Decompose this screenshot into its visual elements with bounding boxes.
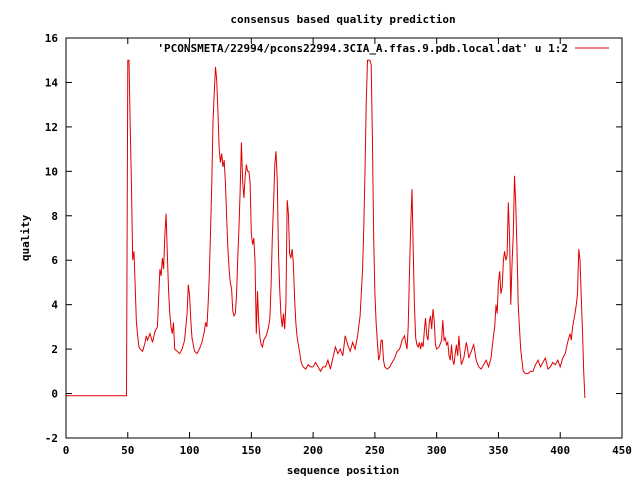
x-tick-label-6: 300 [427,444,447,457]
plot-frame [65,37,623,439]
series-layer [66,59,586,399]
x-tick-label-5: 250 [365,444,385,457]
x-tick-label-2: 100 [180,444,200,457]
x-axis-label: sequence position [287,464,400,477]
y-tick-label-4: 6 [51,254,58,267]
x-tick-label-4: 200 [303,444,323,457]
y-tick-label-3: 4 [51,299,58,312]
y-tick-label-6: 10 [45,165,58,178]
y-tick-label-8: 14 [45,76,59,89]
y-tick-label-7: 12 [45,121,58,134]
axes: 0 50 100 150 200 250 300 350 400 450 -2 0 2 4 6 8 10 12 14… [45,32,632,457]
x-tick-label-1: 50 [121,444,134,457]
y-axis-label: quality [19,214,32,261]
y-tick-label-0: -2 [45,432,58,445]
x-tick-label-3: 150 [241,444,261,457]
legend-label: 'PCONSMETA/22994/pcons22994.3CIA_A.ffas.… [157,42,568,55]
series-line-0 [66,59,586,399]
legend: 'PCONSMETA/22994/pcons22994.3CIA_A.ffas.… [157,42,609,55]
x-tick-label-8: 400 [550,444,570,457]
y-tick-label-5: 8 [51,210,58,223]
y-tick-label-1: 0 [51,388,58,401]
chart-title: consensus based quality prediction [230,13,455,26]
y-tick-label-9: 16 [45,32,59,45]
x-tick-label-9: 450 [612,444,632,457]
x-tick-label-7: 350 [489,444,509,457]
x-tick-label-0: 0 [63,444,70,457]
y-tick-label-2: 2 [51,343,58,356]
